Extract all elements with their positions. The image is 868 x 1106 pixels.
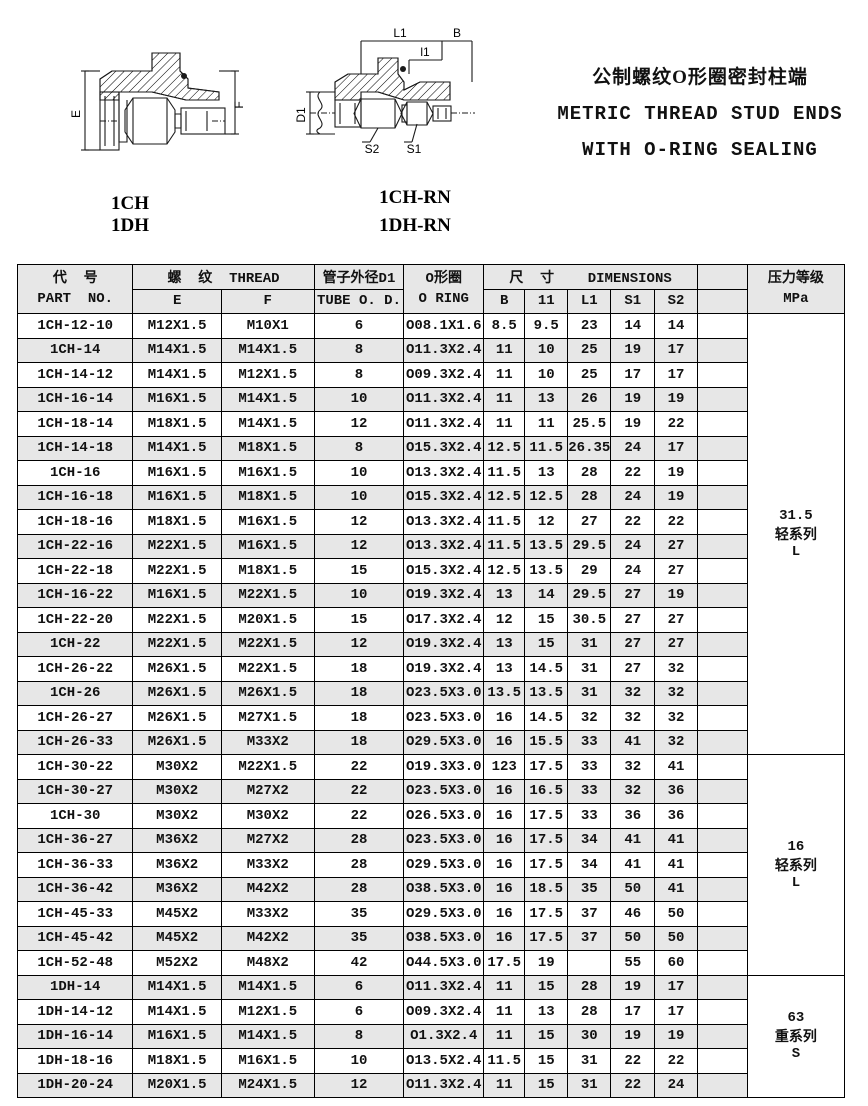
- svg-text:1CH: 1CH: [111, 193, 149, 214]
- svg-text:1DH: 1DH: [111, 215, 149, 236]
- svg-text:B: B: [453, 26, 461, 40]
- svg-text:S1: S1: [407, 142, 422, 156]
- svg-text:1CH-RN: 1CH-RN: [379, 187, 451, 208]
- svg-text:1DH-RN: 1DH-RN: [379, 215, 451, 236]
- svg-text:L1: L1: [393, 26, 407, 40]
- svg-text:l1: l1: [420, 45, 430, 59]
- svg-text:S2: S2: [365, 142, 380, 156]
- svg-text:E: E: [69, 110, 83, 118]
- svg-text:F: F: [232, 101, 246, 108]
- svg-text:D1: D1: [294, 107, 308, 123]
